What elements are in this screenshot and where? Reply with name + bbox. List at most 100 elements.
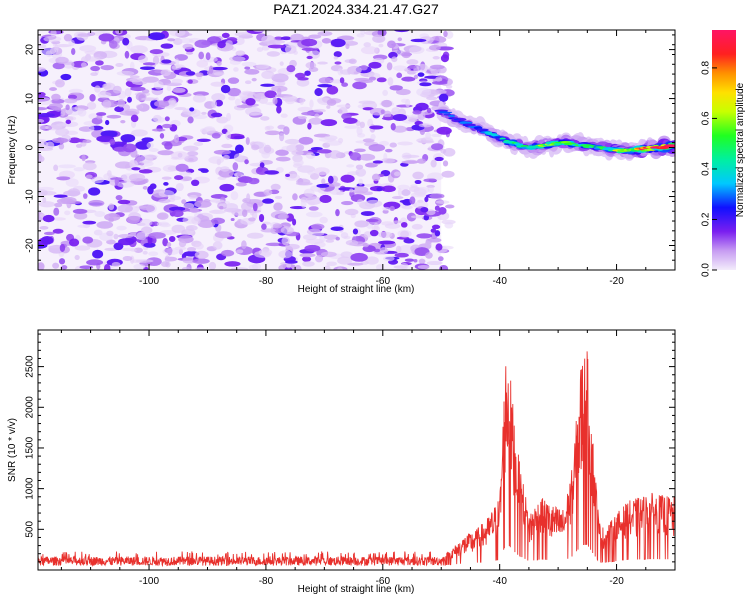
noise-blob	[277, 81, 286, 86]
noise-blob	[86, 259, 104, 266]
noise-blob	[330, 226, 344, 231]
noise-blob	[220, 84, 231, 94]
noise-blob	[89, 94, 96, 102]
noise-blob	[139, 218, 153, 227]
noise-blob	[426, 260, 443, 266]
noise-blob	[275, 156, 291, 162]
noise-blob	[406, 70, 417, 75]
noise-blob	[326, 85, 339, 95]
noise-blob	[236, 104, 253, 109]
noise-blob	[187, 79, 193, 84]
noise-blob	[210, 81, 225, 87]
noise-blob	[227, 77, 240, 84]
noise-blob	[133, 247, 143, 253]
noise-blob	[251, 144, 260, 151]
noise-blob	[122, 37, 130, 46]
x-tick-label: -20	[609, 276, 624, 287]
noise-blob	[292, 218, 297, 226]
noise-blob	[60, 110, 66, 117]
noise-blob	[55, 79, 65, 88]
noise-blob	[141, 137, 154, 143]
noise-blob	[401, 205, 413, 210]
noise-blob	[93, 229, 103, 236]
noise-blob	[79, 45, 97, 52]
noise-blob	[221, 143, 233, 149]
noise-blob	[205, 52, 211, 61]
noise-blob	[321, 178, 326, 185]
colorbar-gradient	[712, 30, 736, 270]
noise-blob	[347, 67, 352, 75]
noise-blob	[413, 259, 418, 263]
noise-blob	[65, 104, 70, 111]
noise-blob	[210, 112, 223, 118]
noise-blob	[316, 183, 330, 188]
noise-blob	[97, 91, 112, 99]
noise-blob	[193, 141, 204, 147]
noise-blob	[211, 209, 221, 214]
noise-blob	[333, 51, 342, 58]
noise-blob	[435, 200, 450, 204]
noise-blob	[222, 154, 230, 160]
noise-blob	[407, 65, 417, 69]
noise-blob	[38, 153, 43, 163]
noise-blob	[230, 267, 249, 270]
noise-blob	[49, 87, 57, 91]
noise-blob	[210, 217, 226, 225]
noise-blob	[106, 230, 114, 237]
noise-blob	[321, 38, 332, 44]
noise-blob	[442, 160, 449, 167]
noise-blob	[88, 187, 101, 196]
noise-blob	[153, 80, 164, 90]
noise-blob	[317, 83, 333, 88]
noise-blob	[320, 119, 338, 127]
noise-blob	[53, 207, 60, 216]
x-tick-label: -100	[139, 576, 159, 587]
noise-blob	[51, 93, 61, 101]
noise-blob	[67, 94, 78, 100]
noise-blob	[255, 94, 261, 102]
noise-blob	[192, 114, 208, 119]
noise-blob	[378, 240, 396, 245]
noise-blob	[130, 86, 146, 92]
noise-blob	[130, 45, 148, 54]
noise-blob	[74, 245, 91, 251]
noise-blob	[360, 46, 379, 55]
noise-blob	[387, 77, 394, 86]
noise-blob	[156, 222, 162, 226]
noise-blob	[303, 188, 315, 197]
noise-blob	[196, 138, 211, 142]
noise-blob	[170, 156, 179, 160]
snr-series-line	[38, 351, 675, 568]
noise-blob	[411, 223, 423, 230]
noise-blob	[158, 190, 175, 198]
noise-blob	[330, 38, 346, 48]
y-tick-label: -20	[25, 238, 36, 253]
noise-blob	[297, 106, 313, 112]
noise-blob	[349, 188, 354, 193]
noise-blob	[138, 169, 153, 174]
noise-blob	[327, 175, 334, 184]
noise-blob	[161, 59, 172, 64]
noise-blob	[431, 133, 442, 138]
noise-blob	[114, 106, 124, 113]
y-tick-label: 500	[25, 521, 36, 538]
noise-blob	[244, 66, 251, 70]
noise-blob	[210, 66, 228, 71]
noise-blob	[142, 62, 156, 66]
noise-blob	[148, 251, 159, 257]
noise-blob	[317, 31, 333, 37]
noise-blob	[55, 56, 69, 64]
colorbar-tick-label: 0.8	[701, 61, 712, 75]
noise-blob	[171, 65, 182, 70]
colorbar-tick-label: 0.0	[701, 263, 712, 277]
noise-blob	[308, 66, 319, 73]
noise-blob	[169, 206, 186, 212]
y-tick-label: 10	[25, 93, 36, 105]
noise-blob	[429, 64, 445, 70]
noise-blob	[40, 47, 57, 55]
noise-blob	[378, 231, 393, 238]
noise-blob	[173, 134, 180, 143]
noise-blob	[387, 40, 396, 49]
noise-blob	[394, 30, 410, 33]
